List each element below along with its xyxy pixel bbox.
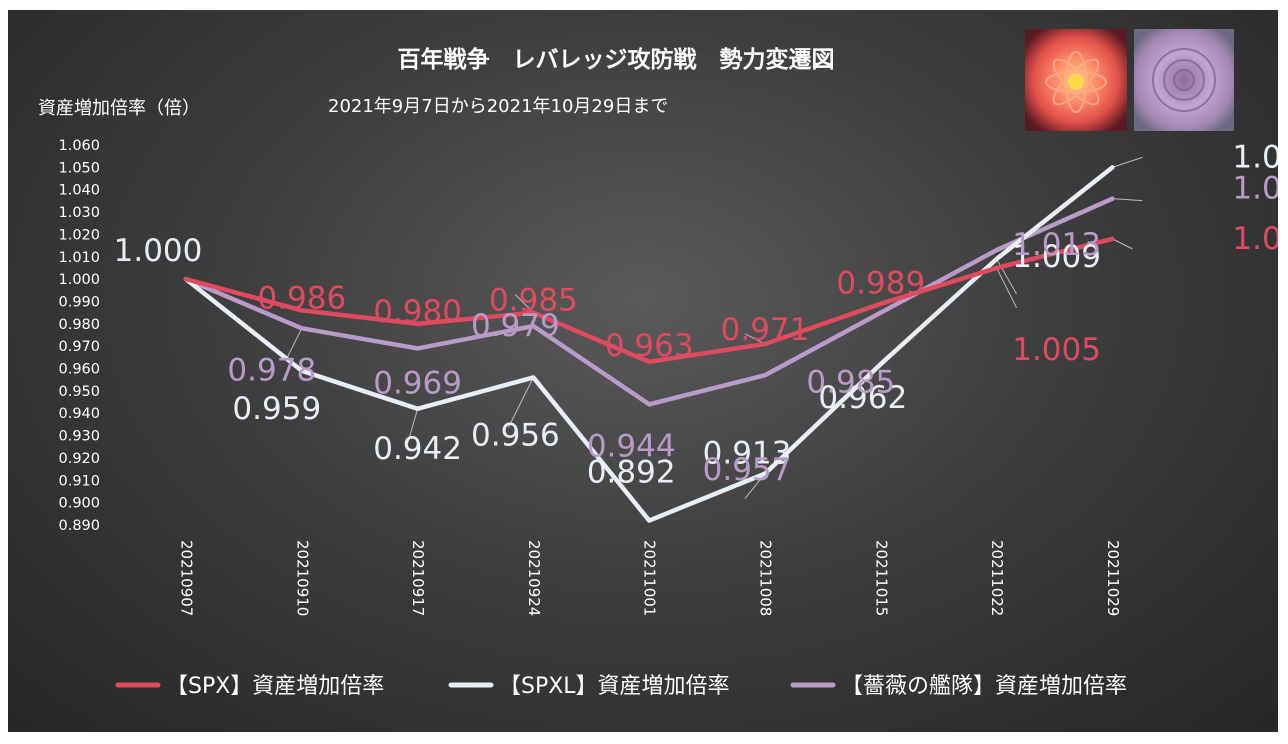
data-label: 0.892	[587, 455, 676, 491]
x-tick-label: 20210910	[293, 540, 311, 616]
data-label: 0.963	[605, 328, 694, 364]
series-line	[183, 165, 1115, 523]
data-label: 1.013	[1012, 227, 1101, 263]
x-tick-label: 20211008	[757, 540, 775, 616]
y-tick-label: 0.910	[58, 473, 100, 489]
x-tick-label: 20211022	[988, 540, 1006, 616]
data-label: 0.956	[471, 417, 560, 453]
leader-line	[996, 267, 1018, 309]
x-tick-label: 20211001	[641, 540, 659, 616]
data-label: 0.957	[703, 452, 792, 488]
y-tick-label: 0.930	[58, 429, 100, 445]
y-tick-label: 1.020	[58, 227, 100, 243]
legend-label: 【SPXL】資産増加倍率	[499, 674, 730, 699]
chart-title: 百年戦争 レバレッジ攻防戦 勢力変遷図	[398, 46, 835, 73]
y-tick-label: 0.980	[58, 317, 100, 333]
data-label: 1.018	[1232, 221, 1278, 257]
leader-line	[407, 408, 419, 444]
data-label: 0.944	[587, 428, 676, 464]
data-label: 0.985	[489, 283, 578, 319]
leader-line	[1112, 238, 1133, 250]
data-label: 0.986	[257, 280, 346, 316]
y-tick-label: 1.000	[58, 272, 100, 288]
data-label: 1.005	[1012, 332, 1101, 368]
data-label: 0.985	[806, 365, 895, 401]
y-tick-label: 1.060	[58, 138, 100, 154]
data-label: 0.962	[818, 380, 907, 416]
data-label: 0.989	[836, 266, 925, 302]
leader-line	[507, 377, 534, 428]
data-label: 0.979	[471, 308, 560, 344]
y-tick-label: 0.970	[58, 339, 100, 355]
data-label: 0.971	[721, 312, 810, 348]
data-labels: 0.986 0.980 0.985 0.963 0.971 0.989 1.005 1.018…	[114, 139, 1278, 490]
y-tick-label: 0.890	[58, 518, 100, 534]
series-line	[183, 236, 1115, 365]
data-label: 1.050	[1232, 139, 1278, 175]
y-tick-label: 1.050	[58, 160, 100, 176]
x-tick-label: 20210917	[409, 540, 427, 616]
legend-label: 【薔薇の艦隊】資産増加倍率	[841, 674, 1127, 699]
data-label: 0.980	[373, 294, 462, 330]
data-label: 1.036	[1232, 171, 1278, 207]
x-tick-label: 20211029	[1104, 540, 1122, 616]
y-tick-label: 0.960	[58, 362, 100, 378]
data-label: 0.969	[373, 365, 462, 401]
x-axis-ticks: 20210907 20210910 20210917 20210924 20211001…	[178, 540, 1122, 616]
y-tick-label: 0.900	[58, 496, 100, 512]
leader-line	[286, 328, 303, 359]
data-label: 0.978	[227, 352, 316, 388]
y-tick-label: 0.920	[58, 451, 100, 467]
y-tick-label: 0.950	[58, 384, 100, 400]
series-line	[183, 196, 1115, 407]
data-label: 0.959	[232, 391, 321, 427]
legend: 【SPX】資産増加倍率 【SPXL】資産増加倍率 【薔薇の艦隊】資産増加倍率	[115, 674, 1127, 699]
lotus-flower-photo	[1025, 29, 1127, 131]
x-tick-label: 20210907	[178, 540, 196, 616]
y-axis-ticks: 1.060 1.050 1.040 1.030 1.020 1.010 1.000 0.990…	[58, 138, 100, 534]
x-tick-label: 20211015	[872, 540, 890, 616]
data-label: 1.000	[114, 233, 203, 269]
chart-subtitle: 2021年9月7日から2021年10月29日まで	[328, 96, 668, 117]
y-tick-label: 0.940	[58, 406, 100, 422]
data-label: 1.009	[1012, 239, 1101, 275]
data-label: 0.942	[373, 431, 462, 467]
rose-flower-photo	[1134, 29, 1234, 131]
line-chart: 百年戦争 レバレッジ攻防戦 勢力変遷図 2021年9月7日から2021年10月2…	[38, 29, 1278, 699]
y-tick-label: 0.990	[58, 294, 100, 310]
data-label: 0.913	[703, 436, 792, 472]
leader-line	[1112, 198, 1143, 202]
y-tick-label: 1.010	[58, 250, 100, 266]
chart-frame: 百年戦争 レバレッジ攻防戦 勢力変遷図 2021年9月7日から2021年10月2…	[8, 10, 1278, 732]
y-tick-label: 1.030	[58, 205, 100, 221]
leader-line	[744, 473, 766, 499]
leader-line	[515, 294, 534, 314]
legend-label: 【SPX】資産増加倍率	[166, 674, 384, 699]
x-tick-label: 20210924	[525, 540, 543, 616]
series-lines	[183, 165, 1115, 523]
leader-line	[1112, 156, 1143, 168]
y-tick-label: 1.040	[58, 183, 100, 199]
y-axis-title: 資産増加倍率（倍）	[38, 98, 200, 119]
